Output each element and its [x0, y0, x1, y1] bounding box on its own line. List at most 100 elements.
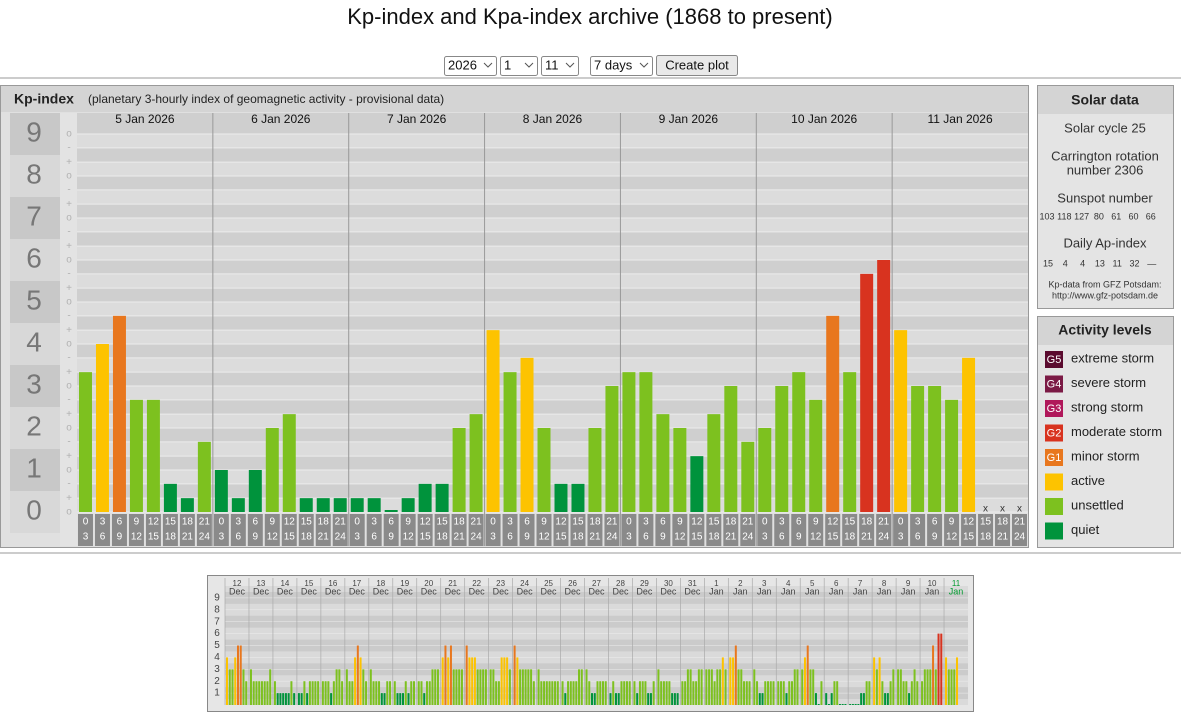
legend-swatch	[1045, 449, 1063, 466]
overview-day-num: 21	[448, 579, 457, 588]
overview-bar	[524, 669, 527, 705]
select-value: 11	[545, 57, 559, 72]
overview-bar	[593, 693, 596, 705]
overview-y-label: 8	[214, 604, 220, 615]
overview-day-num: 18	[376, 579, 385, 588]
bar	[758, 428, 772, 512]
overview-day-num: 5	[810, 579, 815, 588]
hour-label: 15	[708, 517, 720, 528]
hour-label: 3	[762, 532, 768, 543]
y-tick-box	[10, 449, 60, 491]
overview-bar	[841, 704, 844, 705]
bar	[724, 386, 738, 512]
hour-label: 18	[980, 532, 992, 543]
hour-box	[196, 514, 212, 546]
overview-bar	[468, 657, 471, 705]
overview-bar	[908, 693, 911, 705]
hour-box	[264, 514, 280, 546]
overview-bar	[441, 657, 444, 705]
solar-text: 61	[1111, 211, 1121, 221]
overview-bar	[892, 669, 895, 705]
overview-bar	[628, 681, 631, 705]
overview-day-num: 30	[664, 579, 673, 588]
overview-bar	[793, 669, 796, 705]
hour-label: 21	[861, 532, 873, 543]
overview-bar	[748, 681, 751, 705]
overview-bar	[814, 693, 817, 705]
legend-code: G1	[1047, 452, 1062, 464]
overview-y-label: 3	[214, 664, 220, 675]
overview-bar	[580, 669, 583, 705]
hour-label: 0	[219, 517, 225, 528]
overview-day-num: 4	[786, 579, 791, 588]
hour-label: 3	[100, 517, 106, 528]
hour-label: 0	[83, 517, 89, 528]
hour-label: 6	[507, 532, 513, 543]
overview-bar	[293, 693, 296, 705]
overview-bar	[657, 669, 660, 705]
legend-swatch	[1045, 498, 1063, 515]
bar	[877, 260, 891, 512]
hour-label: 6	[117, 517, 123, 528]
overview-day-num: 28	[616, 579, 625, 588]
stripe	[77, 315, 1028, 331]
overview-day-num: 24	[520, 579, 529, 588]
overview-bar	[782, 681, 785, 705]
overview-bar	[638, 681, 641, 705]
overview-bar	[341, 681, 344, 705]
overview-bar	[695, 681, 698, 705]
overview-y-label: 2	[214, 676, 220, 687]
overview-bar	[513, 645, 516, 705]
overview-bar	[372, 681, 375, 705]
overview-bar	[940, 633, 943, 705]
hour-box	[587, 514, 603, 546]
y-tick-box	[10, 155, 60, 197]
overview-day-month: Jan	[733, 586, 748, 596]
overview-day-num: 26	[568, 579, 577, 588]
overview-day-num: 14	[280, 579, 289, 588]
page-title: Kp-index and Kpa-index archive (1868 to …	[347, 4, 833, 29]
bar	[146, 399, 160, 512]
overview-bar	[671, 693, 674, 705]
select-year[interactable]	[444, 56, 497, 76]
hour-label: 18	[997, 517, 1009, 528]
y-tick-label: 0	[26, 494, 42, 525]
overview-day-num: 9	[906, 579, 911, 588]
overview-bar	[321, 681, 324, 705]
y-tick-label: 5	[26, 284, 42, 315]
hour-label: 18	[708, 532, 720, 543]
overview-day-month: Jan	[829, 586, 844, 596]
y-tick-box	[10, 239, 60, 281]
overview-day-num: 22	[472, 579, 481, 588]
solar-header	[1038, 86, 1173, 114]
create-plot-button[interactable]	[656, 55, 738, 76]
overview-bar	[258, 681, 261, 705]
y-label-column	[60, 113, 77, 546]
overview-bar	[362, 669, 365, 705]
overview-bar	[673, 693, 676, 705]
day-label: 11 Jan 2026	[927, 112, 992, 126]
legend-label: quiet	[1071, 522, 1100, 537]
overview-bar	[806, 645, 809, 705]
overview-day-month: Jan	[757, 586, 772, 596]
overview-day-month: Jan	[925, 586, 940, 596]
hour-label: 21	[725, 532, 737, 543]
chart-title: Kp-index	[14, 91, 74, 107]
hour-label: 3	[236, 517, 242, 528]
hour-box	[774, 514, 790, 546]
overview-y-label: 6	[214, 628, 220, 639]
select-day[interactable]	[541, 56, 579, 76]
overview-bar	[471, 657, 474, 705]
select-span[interactable]	[590, 56, 653, 76]
hour-label: 21	[997, 532, 1009, 543]
overview-bar	[345, 669, 348, 705]
overview-bar	[335, 669, 338, 705]
select-month[interactable]	[500, 56, 538, 76]
overview-bar	[332, 681, 335, 705]
hour-box	[281, 514, 297, 546]
y-tick-box	[10, 491, 60, 533]
hour-label: 18	[844, 532, 856, 543]
overview-day-num: 12	[233, 579, 242, 588]
overview-bar	[260, 681, 263, 705]
bar	[860, 273, 874, 512]
